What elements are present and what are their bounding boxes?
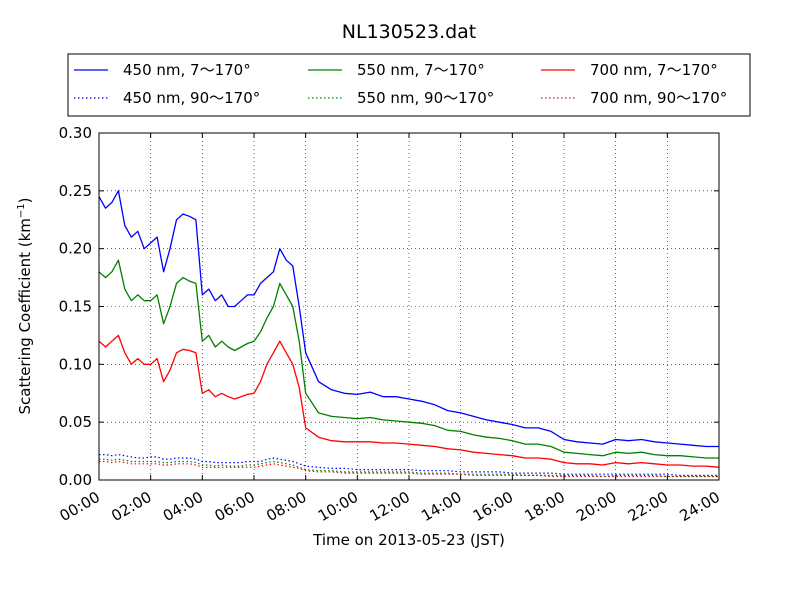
chart-title: NL130523.dat bbox=[342, 21, 477, 43]
legend-entry: 700 nm, 7～170° bbox=[541, 61, 718, 79]
legend-entry: 450 nm, 90～170° bbox=[74, 89, 260, 107]
y-tick-label: 0.20 bbox=[59, 240, 92, 258]
legend-entry: 550 nm, 7～170° bbox=[308, 61, 485, 79]
y-tick-label: 0.00 bbox=[59, 471, 92, 489]
y-tick-label: 0.05 bbox=[59, 413, 92, 431]
plot-series bbox=[98, 190, 720, 478]
y-tick-label: 0.15 bbox=[59, 298, 92, 316]
series-line-3 bbox=[98, 259, 719, 459]
legend-label: 450 nm, 90～170° bbox=[123, 89, 260, 107]
y-axis-label-main: Scattering Coefficient (km bbox=[16, 218, 34, 414]
y-tick-label: 0.30 bbox=[59, 124, 92, 142]
y-tick-label: 0.25 bbox=[59, 182, 92, 200]
legend-entries: 450 nm, 7～170° 450 nm, 90～170° 550 nm, 7～1… bbox=[74, 61, 727, 107]
y-axis-label-close: ) bbox=[16, 197, 34, 203]
axis-ticks bbox=[98, 132, 720, 481]
legend-label: 700 nm, 7～170° bbox=[590, 61, 718, 79]
y-tick-label: 0.10 bbox=[59, 355, 92, 373]
y-axis-label-superscript: −1 bbox=[16, 203, 27, 218]
y-tick-labels: 0.00 0.05 0.10 0.15 0.20 0.25 0.30 bbox=[59, 124, 92, 489]
legend-entry: 550 nm, 90～170° bbox=[308, 89, 494, 107]
y-axis-label: Scattering Coefficient (km−1) bbox=[16, 197, 34, 414]
legend-entry: 700 nm, 90～170° bbox=[541, 89, 727, 107]
x-axis-label: Time on 2013-05-23 (JST) bbox=[312, 531, 505, 549]
legend-label: 450 nm, 7～170° bbox=[123, 61, 251, 79]
series-line-1 bbox=[98, 190, 719, 448]
legend-label: 700 nm, 90～170° bbox=[590, 89, 727, 107]
legend-label: 550 nm, 7～170° bbox=[357, 61, 485, 79]
legend-label: 550 nm, 90～170° bbox=[357, 89, 494, 107]
grid-lines bbox=[99, 133, 719, 480]
legend-entry: 450 nm, 7～170° bbox=[74, 61, 251, 79]
chart-legend: 450 nm, 7～170° 450 nm, 90～170° 550 nm, 7～1… bbox=[67, 53, 751, 117]
series-line-6 bbox=[99, 460, 719, 478]
series-line-5 bbox=[98, 334, 720, 468]
series-line-4 bbox=[99, 458, 719, 478]
legend-frame bbox=[67, 53, 751, 117]
